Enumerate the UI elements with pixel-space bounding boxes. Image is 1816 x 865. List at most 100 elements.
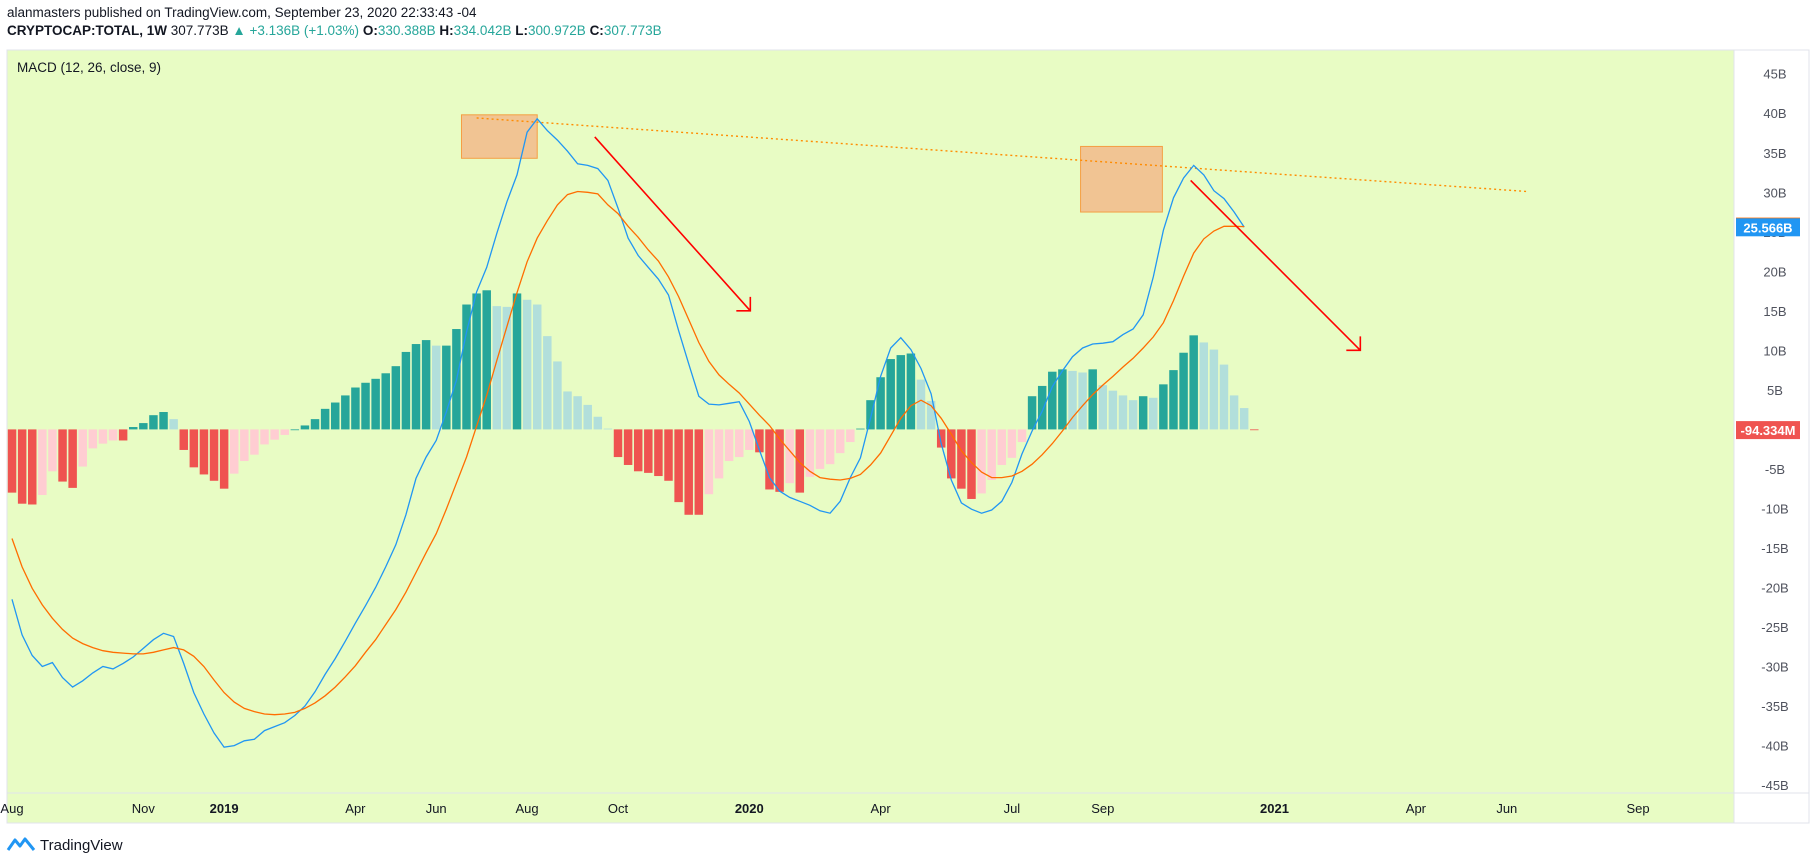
histogram-bar [300, 425, 310, 430]
histogram-bar [997, 429, 1007, 465]
histogram-bar [381, 373, 390, 430]
histogram-bar [532, 304, 542, 430]
low-value: 300.972B [527, 23, 586, 38]
histogram-bar [795, 429, 805, 493]
histogram-bar [482, 290, 491, 430]
histogram-bar [129, 427, 138, 430]
histogram-bar [694, 429, 704, 515]
histogram-bar [896, 355, 906, 430]
histogram-bar [987, 429, 996, 480]
histogram-bar [644, 429, 653, 473]
histogram-bar [1068, 370, 1077, 430]
histogram-bar [1048, 371, 1057, 430]
y-tick-label: 35B [1763, 146, 1786, 161]
histogram-bar [7, 429, 17, 493]
histogram-bar [906, 353, 916, 430]
histogram-bar [240, 429, 249, 462]
y-tick-label: -10B [1761, 501, 1788, 516]
y-tick-label: 30B [1763, 185, 1786, 200]
histogram-bar [967, 429, 976, 499]
histogram-bar [704, 429, 714, 495]
y-tick-label: -15B [1761, 541, 1788, 556]
histogram-bar [846, 429, 855, 443]
histogram-bar [1128, 400, 1138, 430]
y-tick-label: 45B [1763, 67, 1786, 82]
histogram-bar [957, 429, 966, 489]
histogram-bar [250, 429, 259, 455]
y-tick-label: -45B [1761, 778, 1788, 793]
x-tick-label: 2020 [735, 801, 764, 816]
histogram-bar [98, 429, 108, 444]
histogram-bar [866, 400, 875, 430]
histogram-bar [1078, 372, 1087, 430]
y-tick-label: -35B [1761, 699, 1788, 714]
histogram-bar [785, 429, 794, 484]
histogram-bar [421, 340, 431, 430]
highlight-box [1080, 145, 1163, 213]
histogram-bar [310, 419, 320, 430]
histogram-bar [543, 336, 552, 430]
symbol-line: CRYPTOCAP:TOTAL, 1W 307.773B ▲ +3.136B (… [7, 22, 662, 40]
histogram-bar [835, 429, 845, 454]
histogram-bar [17, 429, 27, 504]
histogram-bar [219, 429, 229, 489]
histogram-bar [1118, 395, 1128, 430]
histogram-bar [593, 416, 603, 430]
histogram-bar [1037, 385, 1047, 430]
x-tick-label: Apr [345, 801, 366, 816]
histogram-bar [199, 429, 209, 475]
histogram-bar [1239, 408, 1249, 430]
x-tick-label: Sep [1627, 801, 1650, 816]
histogram-bar [563, 391, 572, 430]
publish-info: alanmasters published on TradingView.com… [7, 5, 477, 20]
histogram-bar [502, 306, 512, 430]
histogram-bar [1098, 385, 1108, 430]
trend-arrow [594, 136, 751, 312]
histogram-bar [169, 419, 178, 430]
histogram-bar [664, 429, 673, 481]
histogram-bar [361, 382, 370, 430]
histogram-bar [583, 404, 592, 430]
histogram-bar [623, 429, 633, 465]
histogram-bar [926, 400, 936, 430]
histogram-bar [38, 429, 47, 496]
histogram-bar [916, 379, 926, 430]
low-label: L: [515, 23, 528, 38]
histogram-bar [159, 412, 168, 430]
histogram-bar [78, 429, 87, 467]
histogram-bar [1169, 370, 1178, 430]
x-tick-label: Jul [1004, 801, 1021, 816]
symbol: CRYPTOCAP:TOTAL, 1W [7, 23, 168, 38]
histogram-bar [280, 429, 289, 435]
histogram-bar [351, 387, 360, 430]
histogram-bar [1017, 429, 1027, 443]
histogram-bar [230, 429, 239, 474]
chart-header: alanmasters published on TradingView.com… [7, 4, 662, 40]
arrow-head-icon [1346, 336, 1362, 352]
high-value: 334.042B [453, 23, 512, 38]
histogram-bar [1159, 384, 1168, 430]
histogram-bar [28, 429, 37, 505]
histogram-bar [724, 429, 734, 462]
histogram-bar [442, 345, 451, 430]
y-tick-label: -25B [1761, 620, 1788, 635]
y-tick-label: -5B [1765, 462, 1785, 477]
histogram-bar [108, 429, 118, 441]
x-tick-label: 2021 [1260, 801, 1289, 816]
chart-frame [6, 49, 1810, 824]
histogram-bar [977, 429, 986, 494]
close-value: 307.773B [603, 23, 662, 38]
y-tick-label: -30B [1761, 660, 1788, 675]
y-tick-label: -20B [1761, 581, 1788, 596]
histogram-bar [765, 429, 774, 490]
indicator-title: MACD (12, 26, close, 9) [17, 60, 161, 75]
histogram-bar [1250, 429, 1259, 431]
histogram-bar [462, 304, 471, 430]
open-label: O: [362, 23, 378, 38]
histogram-bar [775, 429, 784, 492]
histogram-bar [431, 345, 441, 430]
histogram-bar [118, 429, 128, 441]
histogram-bar [825, 429, 835, 465]
histogram-bar [472, 293, 481, 430]
